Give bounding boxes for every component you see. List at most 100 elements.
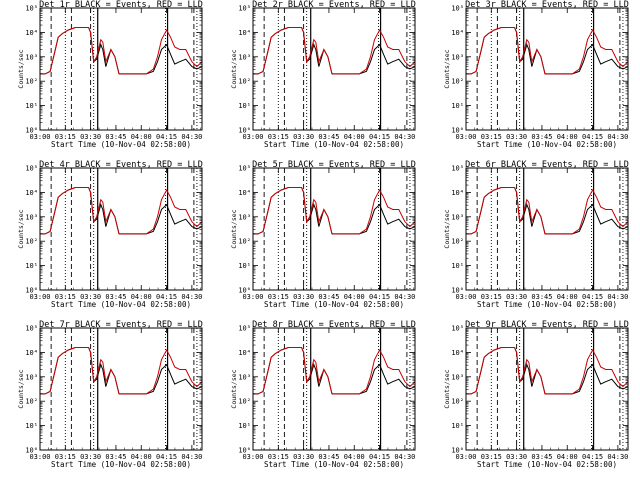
x-tick-label: 03:15 (55, 453, 76, 461)
chart-panel: Det 6r BLACK = Events, RED = LLD 10⁰ 10¹ 10… (443, 160, 629, 309)
x-tick-label: 04:15 (582, 133, 603, 141)
y-tick-label: 10³ (451, 373, 464, 381)
y-tick-label: 10¹ (451, 102, 464, 110)
y-tick-label: 10⁵ (451, 325, 464, 333)
x-tick-label: 04:30 (394, 453, 415, 461)
lld-series-line (253, 347, 416, 395)
lld-series-line (466, 187, 629, 235)
y-axis-label: Counts/sec (443, 209, 451, 248)
x-tick-label: 03:00 (455, 293, 476, 301)
y-axis-label: Counts/sec (230, 369, 238, 408)
x-tick-label: 03:15 (268, 453, 289, 461)
y-tick-label: 10⁰ (451, 447, 464, 455)
x-axis-label: Start Time (10-Nov-04 02:58:00) (477, 460, 617, 469)
x-tick-label: 04:00 (557, 453, 578, 461)
plot-frame (39, 7, 203, 131)
x-tick-label: 03:30 (293, 133, 314, 141)
y-tick-label: 10⁴ (25, 29, 38, 37)
y-tick-label: 10³ (25, 373, 38, 381)
x-tick-label: 04:00 (557, 293, 578, 301)
y-tick-label: 10³ (25, 213, 38, 221)
y-tick-label: 10⁴ (238, 29, 251, 37)
y-tick-label: 10³ (238, 53, 251, 61)
lld-series-line (466, 27, 629, 75)
x-tick-label: 04:15 (156, 133, 177, 141)
y-tick-label: 10³ (451, 53, 464, 61)
y-tick-label: 10¹ (238, 102, 251, 110)
x-tick-label: 04:15 (369, 453, 390, 461)
chart-panel: Det 9r BLACK = Events, RED = LLD 10⁰ 10¹ 10… (443, 320, 629, 469)
y-tick-label: 10⁵ (238, 325, 251, 333)
chart-panel: Det 2r BLACK = Events, RED = LLD 10⁰ 10¹ 10… (230, 0, 416, 149)
y-tick-label: 10⁰ (25, 287, 38, 295)
x-tick-label: 03:30 (506, 133, 527, 141)
x-axis-label: Start Time (10-Nov-04 02:58:00) (264, 140, 404, 149)
plot-frame (465, 327, 629, 451)
y-tick-label: 10⁴ (25, 349, 38, 357)
x-tick-label: 03:45 (318, 453, 339, 461)
x-tick-label: 03:15 (481, 133, 502, 141)
y-tick-label: 10⁰ (238, 287, 251, 295)
y-tick-label: 10¹ (451, 262, 464, 270)
x-tick-label: 04:30 (394, 133, 415, 141)
x-tick-label: 03:30 (506, 453, 527, 461)
chart-panel: Det 7r BLACK = Events, RED = LLD 10⁰ 10¹ 10… (17, 320, 203, 469)
y-axis-label: Counts/sec (230, 49, 238, 88)
x-tick-label: 04:00 (557, 133, 578, 141)
x-tick-label: 03:45 (318, 293, 339, 301)
x-tick-label: 04:30 (394, 293, 415, 301)
y-axis-label: Counts/sec (230, 209, 238, 248)
x-tick-label: 03:00 (242, 453, 263, 461)
chart-title: Det 1r BLACK = Events, RED = LLD (39, 0, 203, 10)
y-tick-label: 10⁴ (451, 189, 464, 197)
y-tick-label: 10⁰ (25, 127, 38, 135)
x-tick-label: 04:15 (582, 293, 603, 301)
y-tick-label: 10² (451, 398, 464, 406)
x-tick-label: 04:00 (131, 133, 152, 141)
x-tick-label: 03:00 (29, 133, 50, 141)
chart-title: Det 5r BLACK = Events, RED = LLD (252, 160, 416, 170)
y-tick-label: 10² (238, 238, 251, 246)
x-tick-label: 03:30 (80, 293, 101, 301)
lld-series-line (40, 27, 203, 75)
x-tick-label: 03:00 (455, 133, 476, 141)
x-axis-label: Start Time (10-Nov-04 02:58:00) (477, 140, 617, 149)
x-tick-label: 03:45 (105, 133, 126, 141)
x-axis-label: Start Time (10-Nov-04 02:58:00) (51, 140, 191, 149)
x-tick-label: 04:15 (582, 453, 603, 461)
x-axis-label: Start Time (10-Nov-04 02:58:00) (264, 300, 404, 309)
x-tick-label: 03:45 (105, 293, 126, 301)
x-tick-label: 04:30 (607, 133, 628, 141)
y-tick-label: 10² (25, 398, 38, 406)
y-tick-label: 10⁴ (25, 189, 38, 197)
y-tick-label: 10¹ (451, 422, 464, 430)
x-tick-label: 03:30 (80, 453, 101, 461)
y-tick-label: 10⁵ (238, 5, 251, 13)
x-tick-label: 03:00 (29, 293, 50, 301)
y-tick-label: 10¹ (25, 422, 38, 430)
x-tick-label: 03:45 (531, 453, 552, 461)
chart-title: Det 3r BLACK = Events, RED = LLD (465, 0, 629, 10)
y-tick-label: 10⁴ (238, 349, 251, 357)
x-tick-label: 04:15 (156, 453, 177, 461)
x-tick-label: 03:15 (481, 293, 502, 301)
x-tick-label: 04:15 (156, 293, 177, 301)
y-tick-label: 10⁰ (451, 127, 464, 135)
x-tick-label: 04:00 (131, 453, 152, 461)
y-tick-label: 10⁴ (451, 349, 464, 357)
chart-panel: Det 5r BLACK = Events, RED = LLD 10⁰ 10¹ 10… (230, 160, 416, 309)
x-tick-label: 03:45 (531, 293, 552, 301)
x-tick-label: 03:00 (242, 293, 263, 301)
plot-frame (252, 327, 416, 451)
lld-series-line (40, 187, 203, 235)
x-tick-label: 03:45 (531, 133, 552, 141)
chart-panel: Det 3r BLACK = Events, RED = LLD 10⁰ 10¹ 10… (443, 0, 629, 149)
x-tick-label: 04:30 (607, 293, 628, 301)
x-tick-label: 03:15 (481, 453, 502, 461)
x-tick-label: 04:30 (181, 453, 202, 461)
plot-frame (39, 327, 203, 451)
y-tick-label: 10³ (25, 53, 38, 61)
x-axis-label: Start Time (10-Nov-04 02:58:00) (264, 460, 404, 469)
x-axis-label: Start Time (10-Nov-04 02:58:00) (477, 300, 617, 309)
